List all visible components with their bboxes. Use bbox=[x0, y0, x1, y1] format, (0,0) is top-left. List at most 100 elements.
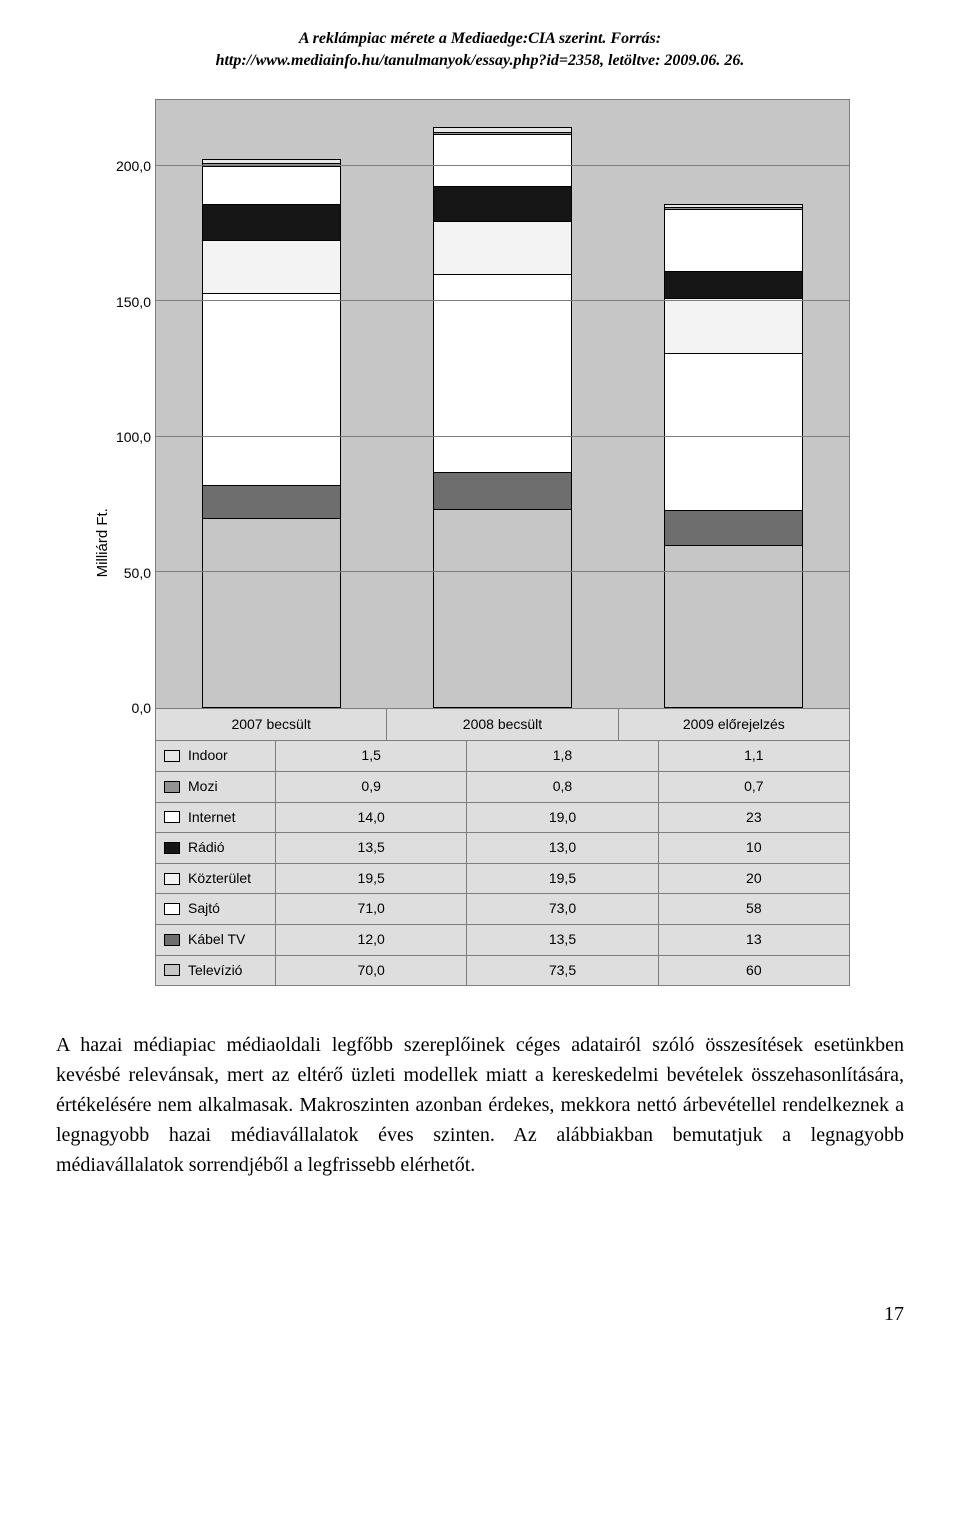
y-axis-label: Milliárd Ft. bbox=[90, 99, 113, 986]
data-cell: 0,9 bbox=[276, 772, 466, 802]
bar-slot bbox=[387, 100, 618, 708]
series-legend: Internet bbox=[156, 803, 276, 833]
y-tick-label: 50,0 bbox=[124, 563, 151, 583]
data-cell: 20 bbox=[658, 864, 849, 894]
legend-swatch bbox=[164, 811, 180, 823]
data-cell: 1,8 bbox=[466, 741, 657, 771]
series-name: Mozi bbox=[188, 777, 218, 797]
table-row: Indoor 1,51,81,1 bbox=[156, 741, 849, 771]
x-category-label: 2008 becsült bbox=[386, 709, 617, 741]
series-name: Kábel TV bbox=[188, 930, 245, 950]
y-tick-label: 150,0 bbox=[116, 292, 151, 312]
table-row: Sajtó 71,073,058 bbox=[156, 893, 849, 924]
bar-segment bbox=[664, 209, 803, 271]
bar-segment bbox=[433, 509, 572, 708]
gridline bbox=[156, 571, 849, 572]
legend-swatch bbox=[164, 781, 180, 793]
legend-swatch bbox=[164, 750, 180, 762]
gridline bbox=[156, 165, 849, 166]
table-row: Internet 14,019,023 bbox=[156, 802, 849, 833]
data-cell: 13,5 bbox=[466, 925, 657, 955]
bar-segment bbox=[202, 293, 341, 485]
y-axis-ticks: 0,050,0100,0150,0200,0 bbox=[113, 99, 155, 709]
data-cell: 73,0 bbox=[466, 894, 657, 924]
gridline bbox=[156, 436, 849, 437]
bar-segment bbox=[202, 518, 341, 708]
data-cell: 1,5 bbox=[276, 741, 466, 771]
stacked-bar bbox=[202, 159, 341, 708]
bar-segment bbox=[664, 271, 803, 298]
data-cell: 1,1 bbox=[658, 741, 849, 771]
series-legend: Rádió bbox=[156, 833, 276, 863]
series-name: Sajtó bbox=[188, 899, 220, 919]
bar-segment bbox=[433, 134, 572, 186]
bar-segment bbox=[664, 298, 803, 352]
table-row: Kábel TV 12,013,513 bbox=[156, 924, 849, 955]
data-cell: 58 bbox=[658, 894, 849, 924]
chart-container: Milliárd Ft. 0,0 50,0 100,0 150,0 200,0 2007… bbox=[90, 99, 850, 986]
bar-segment bbox=[202, 240, 341, 293]
bar-segment bbox=[202, 485, 341, 518]
data-cell: 70,0 bbox=[276, 956, 466, 986]
chart-title: A reklámpiac mérete a Mediaedge:CIA szer… bbox=[56, 28, 904, 73]
table-row: Rádió13,513,010 bbox=[156, 832, 849, 863]
data-cell: 10 bbox=[658, 833, 849, 863]
bar-segment bbox=[433, 221, 572, 274]
bar-segment bbox=[202, 204, 341, 241]
data-cell: 71,0 bbox=[276, 894, 466, 924]
x-category-label: 2009 előrejelzés bbox=[618, 709, 849, 741]
series-legend: Közterület bbox=[156, 864, 276, 894]
bar-slot bbox=[618, 100, 849, 708]
series-legend: Indoor bbox=[156, 741, 276, 771]
series-legend: Mozi bbox=[156, 772, 276, 802]
series-name: Televízió bbox=[188, 961, 242, 981]
x-axis-labels: 2007 becsült2008 becsült2009 előrejelzés bbox=[155, 709, 850, 742]
legend-swatch bbox=[164, 964, 180, 976]
bar-segment bbox=[664, 545, 803, 708]
bar-segment bbox=[664, 353, 803, 510]
y-tick-label: 200,0 bbox=[116, 157, 151, 177]
series-name: Internet bbox=[188, 808, 235, 828]
data-cell: 23 bbox=[658, 803, 849, 833]
y-tick-label: 100,0 bbox=[116, 428, 151, 448]
body-paragraph: A hazai médiapiac médiaoldali legfőbb sz… bbox=[56, 1030, 904, 1180]
bar-slot bbox=[156, 100, 387, 708]
stacked-bar bbox=[433, 127, 572, 707]
series-name: Közterület bbox=[188, 869, 251, 889]
data-cell: 12,0 bbox=[276, 925, 466, 955]
chart-data-table: Indoor 1,51,81,1 Mozi 0,90,80,7 Internet 14,0… bbox=[155, 741, 850, 986]
data-cell: 0,8 bbox=[466, 772, 657, 802]
chart-plot-area bbox=[155, 99, 850, 709]
legend-swatch bbox=[164, 934, 180, 946]
data-cell: 13 bbox=[658, 925, 849, 955]
series-name: Indoor bbox=[188, 746, 228, 766]
bar-segment bbox=[433, 186, 572, 221]
bar-segment bbox=[433, 274, 572, 472]
series-legend: Sajtó bbox=[156, 894, 276, 924]
data-cell: 19,5 bbox=[466, 864, 657, 894]
series-legend: Kábel TV bbox=[156, 925, 276, 955]
x-category-label: 2007 becsült bbox=[156, 709, 386, 741]
bar-segment bbox=[664, 510, 803, 545]
legend-swatch bbox=[164, 842, 180, 854]
bar-segment bbox=[202, 166, 341, 204]
data-cell: 19,5 bbox=[276, 864, 466, 894]
gridline bbox=[156, 300, 849, 301]
legend-swatch bbox=[164, 873, 180, 885]
data-cell: 19,0 bbox=[466, 803, 657, 833]
table-row: Közterület19,519,520 bbox=[156, 863, 849, 894]
data-cell: 60 bbox=[658, 956, 849, 986]
stacked-bar bbox=[664, 204, 803, 708]
y-tick-label: 0,0 bbox=[132, 699, 151, 719]
series-legend: Televízió bbox=[156, 956, 276, 986]
series-name: Rádió bbox=[188, 838, 225, 858]
page-number: 17 bbox=[56, 1300, 904, 1328]
bars-layer bbox=[156, 100, 849, 708]
data-cell: 14,0 bbox=[276, 803, 466, 833]
table-row: Mozi 0,90,80,7 bbox=[156, 771, 849, 802]
data-cell: 73,5 bbox=[466, 956, 657, 986]
data-cell: 13,0 bbox=[466, 833, 657, 863]
legend-swatch bbox=[164, 903, 180, 915]
data-cell: 0,7 bbox=[658, 772, 849, 802]
table-row: Televízió 70,073,560 bbox=[156, 955, 849, 986]
